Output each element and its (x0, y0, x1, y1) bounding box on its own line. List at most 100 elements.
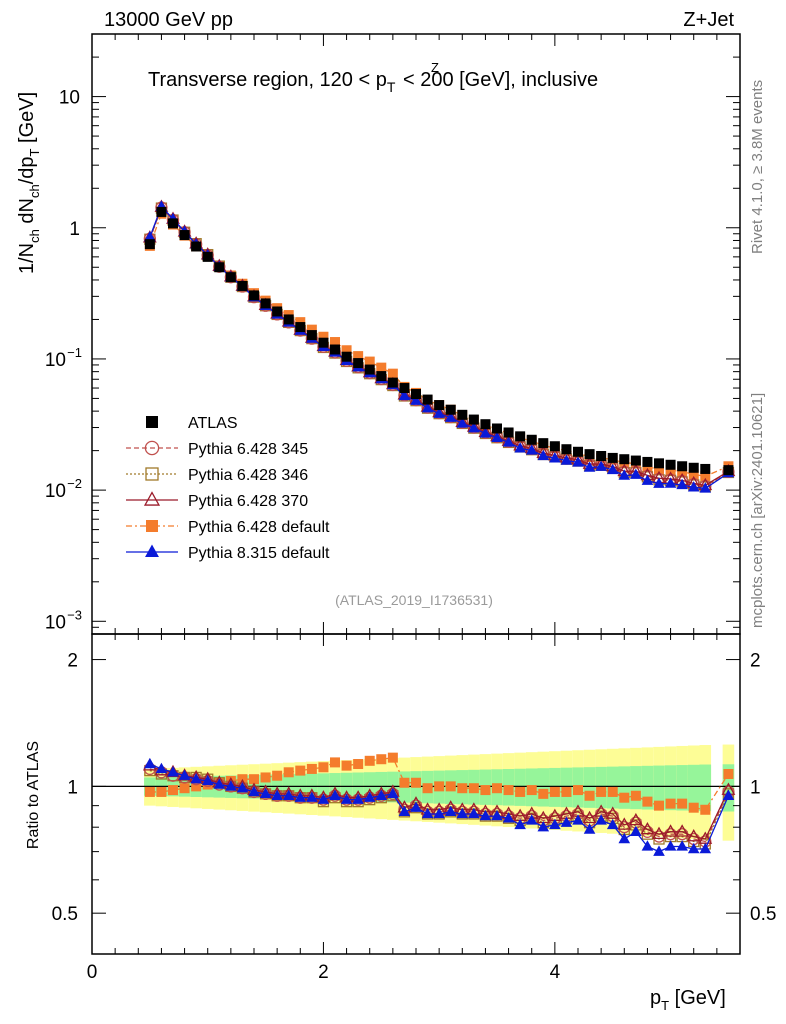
x-tick-label: 4 (550, 962, 561, 983)
band-inner (641, 765, 654, 810)
atlas-point (480, 419, 491, 430)
atlas-point (665, 459, 676, 470)
atlas-point (376, 371, 387, 382)
ratio-point (549, 786, 560, 797)
ratio-point (618, 821, 631, 834)
legend-marker (146, 520, 158, 532)
series-point (318, 331, 329, 342)
atlas-point (596, 450, 607, 461)
y-tick-label: 10 (45, 350, 66, 371)
ratio-point (329, 789, 341, 800)
ratio-point (144, 786, 155, 797)
ratio-point (582, 810, 597, 824)
ratio-point (583, 823, 596, 834)
atlas-point (584, 449, 595, 460)
ratio-point (167, 766, 179, 777)
energy-label: 13000 GeV pp (104, 9, 233, 31)
atlas-point (573, 446, 583, 457)
series-point (341, 345, 352, 356)
ratio-point (156, 786, 167, 797)
series-point (410, 394, 422, 405)
ratio-point (445, 781, 456, 792)
ratio-point (249, 774, 259, 785)
plot-title-rest: < 200 [GeV], inclusive (397, 69, 598, 91)
ratio-point (144, 757, 156, 769)
ratio-point (492, 783, 502, 794)
atlas-point (353, 358, 364, 369)
series-point (653, 477, 665, 488)
ratio-point (364, 755, 375, 766)
ratio-point (596, 786, 607, 797)
band-inner (664, 765, 677, 811)
atlas-point (364, 364, 375, 375)
ratio-point (687, 842, 700, 854)
atlas-point (168, 218, 178, 229)
series-point (688, 469, 699, 480)
ratio-point (605, 806, 620, 819)
ratio-point (675, 824, 690, 837)
ratio-point (663, 824, 678, 837)
atlas-point (399, 383, 410, 394)
legend: ATLAS Pythia 6.428 345 Pythia 6.428 346 Pyt… (126, 415, 330, 562)
atlas-point (434, 400, 445, 411)
main-series (142, 199, 736, 493)
ratio-point (340, 793, 353, 804)
atlas-point (387, 377, 398, 388)
ratio-point (515, 786, 526, 797)
ratio-point (700, 804, 711, 815)
atlas-point (306, 330, 317, 341)
ratio-point (457, 783, 468, 794)
series-point (502, 436, 515, 447)
y-tick-label: 10 (59, 88, 80, 109)
mcplots-label: mcplots.cern.ch [arXiv:2401.10621] (749, 393, 766, 628)
ratio-point (421, 807, 434, 819)
y-tick-label: 1 (69, 219, 80, 240)
atlas-point (642, 456, 653, 467)
atlas-point (700, 463, 711, 474)
legend-label: Pythia 6.428 345 (188, 441, 308, 458)
series-point (364, 356, 375, 367)
series-point (664, 477, 677, 488)
ratio-point (503, 785, 514, 796)
atlas-point (677, 461, 688, 472)
series-point (456, 417, 469, 428)
ratio-point (272, 770, 283, 781)
y-tick-label: 10 (45, 612, 66, 633)
series-point (595, 460, 607, 471)
ratio-point (572, 814, 584, 825)
atlas-point (272, 306, 283, 317)
ratio-point (236, 782, 249, 793)
ratio-axis-label: Ratio to ATLAS (25, 741, 42, 849)
ratio-point (652, 826, 666, 840)
atlas-point (249, 290, 259, 301)
ratio-point (618, 832, 631, 844)
atlas-point (515, 431, 526, 442)
ratio-point (653, 845, 665, 856)
ratio-tick-label-right: 0.5 (750, 904, 776, 925)
legend-marker (144, 440, 160, 456)
ratio-point (225, 780, 237, 791)
plot-title-sup: Z (431, 60, 439, 75)
band-inner (618, 766, 631, 809)
series-point (514, 442, 526, 453)
series-point (700, 471, 711, 482)
ratio-point (607, 786, 618, 797)
ratio-point (295, 765, 306, 776)
series-point (330, 337, 340, 348)
x-tick-label: 2 (318, 962, 329, 983)
series-point (479, 427, 492, 438)
ratio-point (502, 812, 515, 823)
band-inner (687, 764, 700, 811)
series-point (687, 481, 700, 492)
ratio-point (213, 778, 226, 789)
series-point (572, 456, 584, 467)
ratio-point (676, 840, 688, 851)
ratio-point (722, 789, 735, 800)
atlas-point (723, 465, 734, 476)
process-label: Z+Jet (683, 9, 734, 31)
ratio-point (640, 821, 655, 835)
atlas-point (445, 404, 456, 415)
ratio-point (306, 791, 318, 802)
band-inner (583, 767, 596, 808)
band-inner (653, 765, 665, 810)
